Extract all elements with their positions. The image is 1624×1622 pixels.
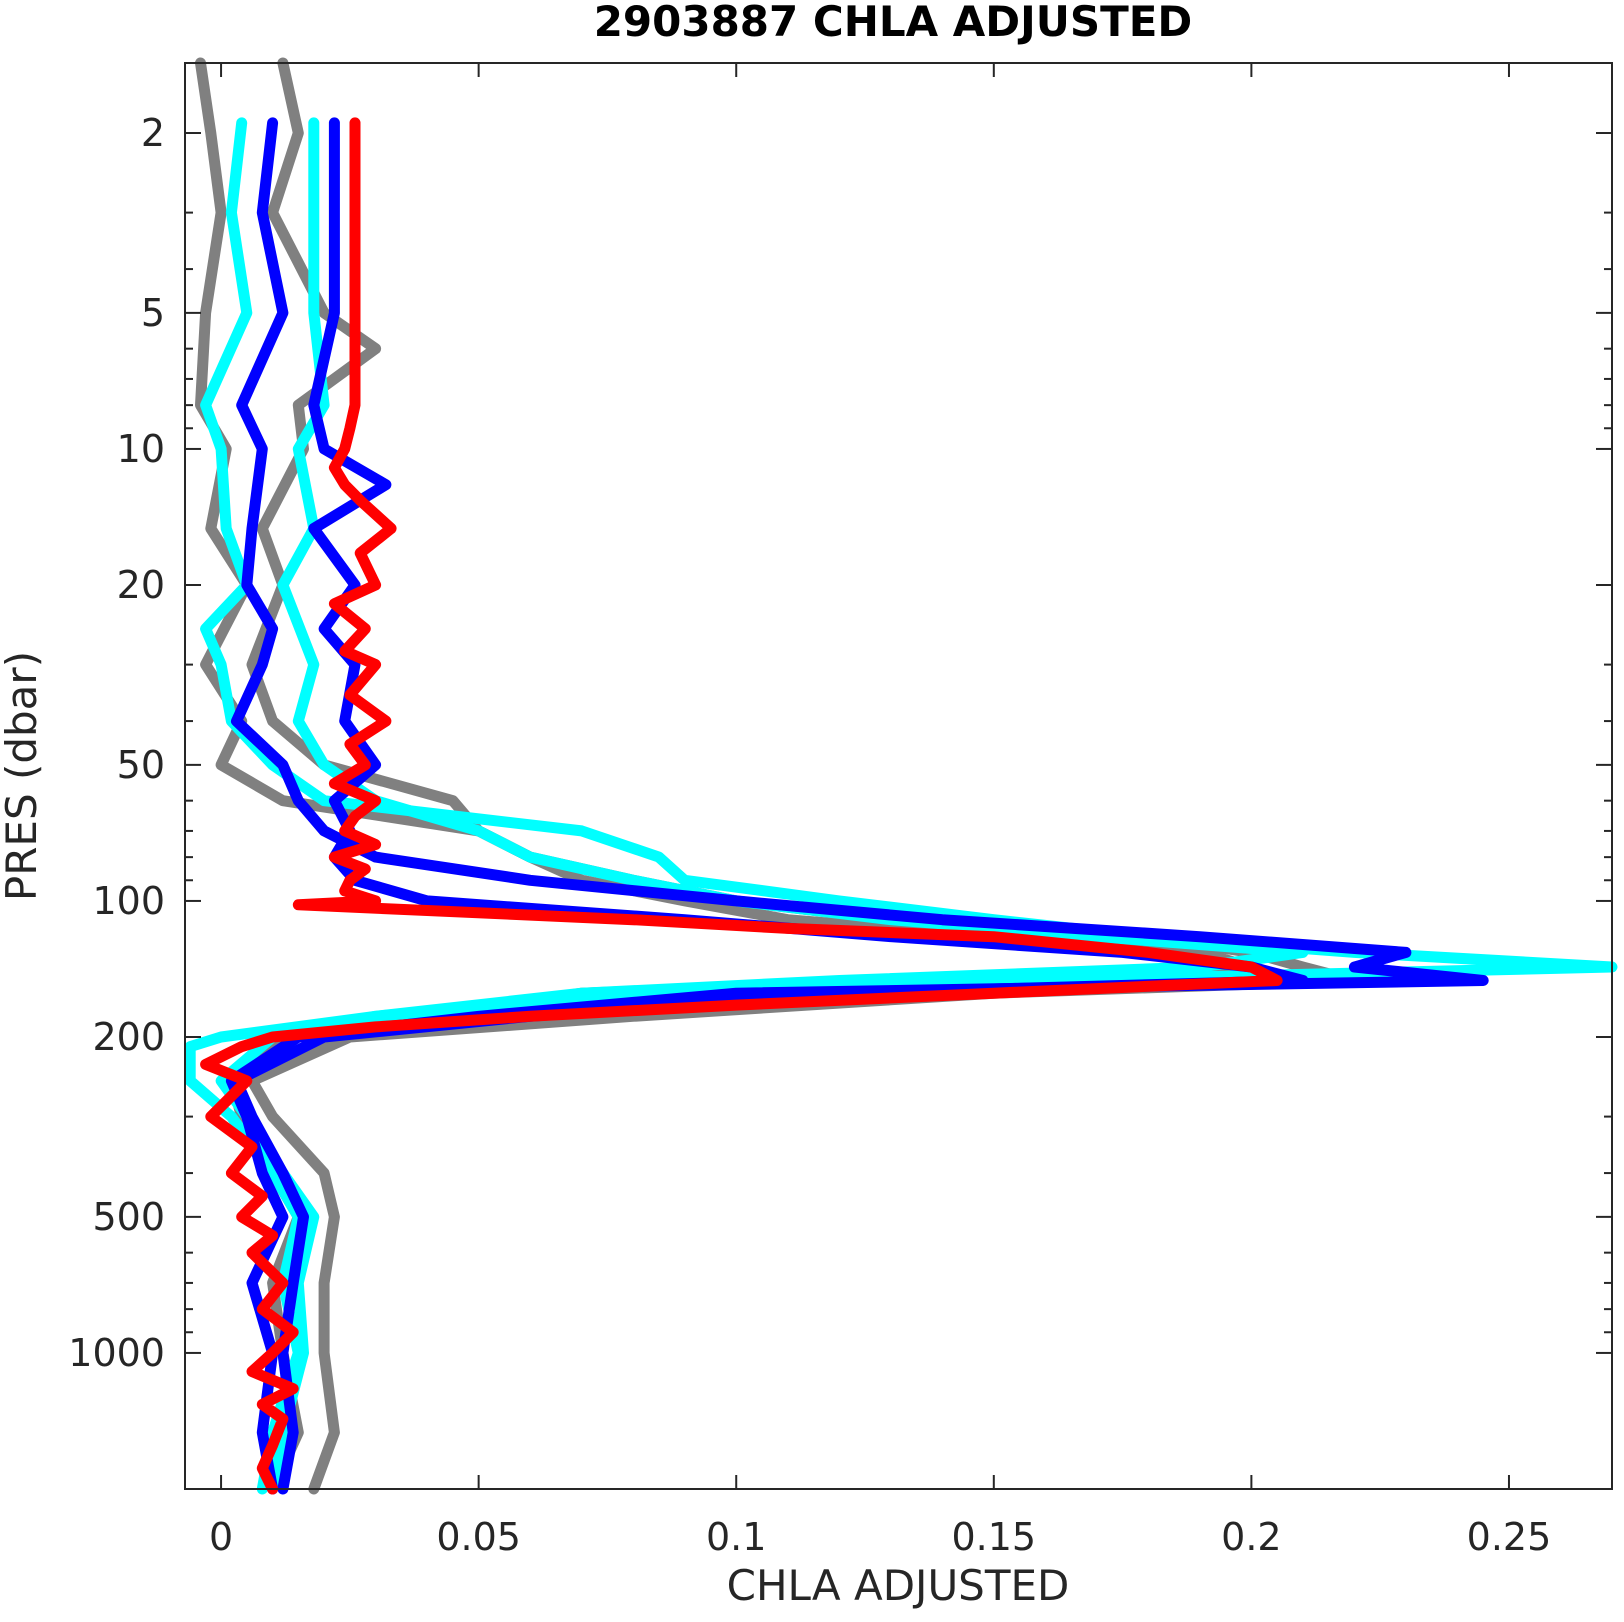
- y-tick-label: 100: [92, 879, 165, 923]
- y-tick-labels: 2 5 10 20 50 100 200 500 1000: [68, 111, 165, 1375]
- x-tick-label: 0.1: [706, 1515, 766, 1559]
- y-tick-label: 10: [117, 427, 165, 471]
- x-tick-label: 0: [209, 1515, 233, 1559]
- y-tick-label: 1000: [68, 1331, 165, 1375]
- x-tick-label: 0.05: [436, 1515, 521, 1559]
- x-tick-labels: 0 0.05 0.1 0.15 0.2 0.25: [209, 1515, 1551, 1559]
- axis-ticks: [185, 63, 1612, 1490]
- profile-line-older-2: [246, 57, 1360, 1495]
- y-tick-label: 2: [141, 111, 165, 155]
- profile-line-previous-5: [225, 117, 1489, 1495]
- plot-frame: [184, 62, 1613, 1490]
- y-tick-label: 5: [141, 291, 165, 335]
- y-tick-label: 50: [117, 743, 165, 787]
- x-tick-label: 0.15: [952, 1515, 1037, 1559]
- x-tick-label: 0.2: [1221, 1515, 1281, 1559]
- chart-title: 2903887 CHLA ADJUSTED: [594, 0, 1193, 46]
- profile-lines: [184, 57, 1618, 1495]
- profile-line-latest-7: [200, 117, 1283, 1495]
- y-tick-label: 20: [117, 563, 165, 607]
- y-tick-label: 500: [92, 1195, 165, 1239]
- y-axis-title: PRES (dbar): [0, 651, 46, 901]
- y-tick-label: 200: [92, 1015, 165, 1059]
- x-axis-title: CHLA ADJUSTED: [727, 1561, 1070, 1610]
- profile-line-recent-4: [215, 117, 1309, 1495]
- x-tick-label: 0.25: [1467, 1515, 1552, 1559]
